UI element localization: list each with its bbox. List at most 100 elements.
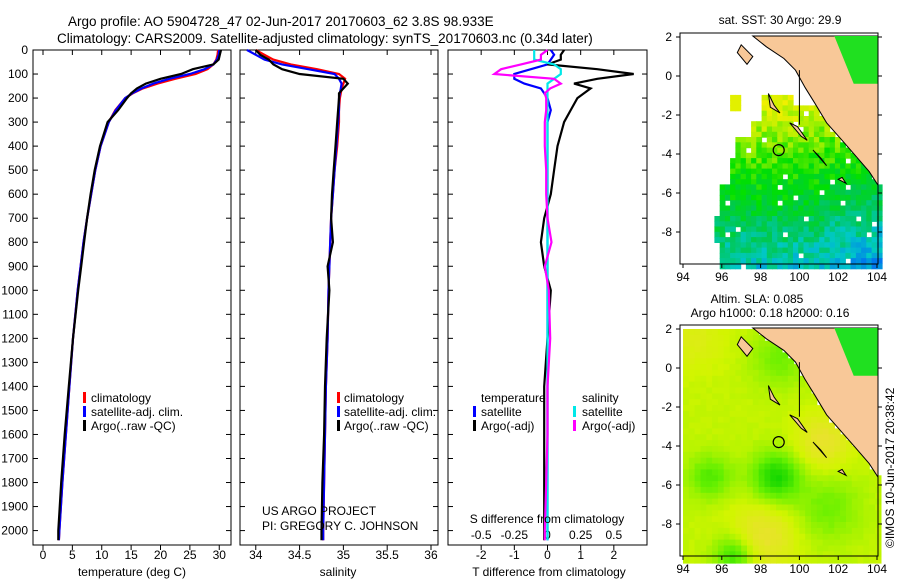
- sla-cell: [770, 510, 777, 517]
- sla-cell: [828, 498, 835, 505]
- sla-cell: [776, 557, 783, 564]
- sla-cell: [688, 451, 696, 459]
- depth-tick-label: 1900: [1, 500, 28, 514]
- sst-cell: [751, 216, 757, 222]
- sla-cell: [706, 492, 713, 500]
- sla-cell: [752, 522, 760, 529]
- project-annotation: US ARGO PROJECT: [262, 504, 377, 518]
- sst-cell: [834, 216, 841, 222]
- x-tick-label: 2: [610, 548, 617, 562]
- sst-cell: [866, 184, 873, 191]
- sla-cell: [811, 457, 818, 465]
- sla-cell: [799, 527, 806, 535]
- sla-cell: [683, 440, 690, 447]
- sla-cell: [694, 486, 701, 494]
- sst-cell: [803, 252, 810, 259]
- sst-cell: [719, 226, 726, 233]
- sla-cell: [752, 364, 760, 371]
- depth-tick-label: 400: [8, 139, 28, 153]
- sla-cell: [787, 422, 795, 429]
- sst-cell: [808, 142, 815, 149]
- sst-cell: [772, 194, 778, 201]
- sst-cell: [866, 173, 873, 180]
- sla-cell: [799, 405, 806, 412]
- sla-cell: [781, 352, 789, 359]
- sla-cell: [863, 539, 870, 546]
- sla-cell: [776, 533, 783, 541]
- sst-cell: [730, 263, 736, 270]
- sla-cell: [869, 522, 876, 529]
- sst-cell: [876, 252, 883, 259]
- sst-cell: [772, 94, 778, 101]
- sla-cell: [694, 405, 701, 412]
- sla-cell: [694, 375, 701, 383]
- sla-cell: [764, 405, 771, 412]
- sla-cell: [799, 451, 806, 459]
- sla-cell: [747, 329, 754, 336]
- sla-cell: [857, 469, 864, 476]
- sla-cell: [683, 381, 690, 388]
- sst-cell: [861, 216, 867, 222]
- sst-cell: [813, 237, 820, 243]
- sla-cell: [688, 539, 696, 546]
- temperature-legend: climatology satellite-adj. clim. Argo(..…: [83, 391, 183, 433]
- sla-cell: [729, 504, 736, 511]
- sla-cell: [793, 405, 800, 412]
- sst-cell: [740, 163, 747, 170]
- sla-cell: [805, 428, 812, 435]
- sla-cell: [735, 475, 742, 482]
- sla-cell: [700, 422, 707, 429]
- sla-cell: [706, 527, 713, 535]
- sst-cell: [855, 247, 862, 254]
- sla-cell: [758, 416, 766, 424]
- sst-cell: [756, 237, 763, 243]
- sst-cell: [808, 163, 815, 170]
- sla-cell: [770, 522, 777, 529]
- sst-cell: [861, 226, 867, 233]
- temperature-frame: [32, 49, 232, 546]
- sst-cell: [798, 247, 804, 254]
- sst-cell: [761, 163, 768, 170]
- sst-cell: [787, 252, 794, 259]
- sla-cell: [752, 481, 760, 488]
- sla-cell: [712, 410, 719, 418]
- sla-cell: [694, 346, 701, 353]
- sla-cell: [816, 522, 824, 529]
- sla-cell: [770, 346, 777, 353]
- sla-cell: [741, 352, 748, 359]
- sla-cell: [706, 358, 713, 365]
- sla-cell: [799, 510, 806, 517]
- sla-cell: [863, 545, 870, 552]
- sst-cell: [730, 105, 736, 112]
- sst-cell: [787, 263, 794, 270]
- sst-cell: [808, 237, 815, 243]
- sla-cell: [712, 504, 719, 511]
- sla-cell: [805, 475, 812, 482]
- sla-cell: [781, 486, 789, 494]
- sst-cell: [829, 189, 836, 196]
- sst-cell: [787, 142, 794, 149]
- sla-cell: [752, 446, 760, 453]
- sla-cell: [770, 551, 777, 558]
- sla-cell: [712, 393, 719, 400]
- sst-cell: [834, 242, 841, 249]
- sst-cell: [751, 142, 757, 149]
- sst-cell: [761, 110, 768, 117]
- sla-cell: [851, 457, 859, 465]
- sla-cell: [694, 422, 701, 429]
- sst-cell: [798, 179, 804, 186]
- sla-cell: [706, 399, 713, 406]
- sla-cell: [863, 492, 870, 500]
- sla-cell: [700, 428, 707, 435]
- sst-cell: [751, 126, 757, 133]
- sla-cell: [764, 475, 771, 482]
- sla-cell: [805, 522, 812, 529]
- sla-cell: [717, 340, 725, 348]
- sst-cell: [724, 194, 731, 201]
- sla-cell: [694, 358, 701, 365]
- sst-cell: [745, 168, 752, 175]
- sst-cell: [803, 210, 810, 217]
- sst-cell: [787, 247, 794, 254]
- sla-cell: [683, 405, 690, 412]
- sla-cell: [706, 463, 713, 470]
